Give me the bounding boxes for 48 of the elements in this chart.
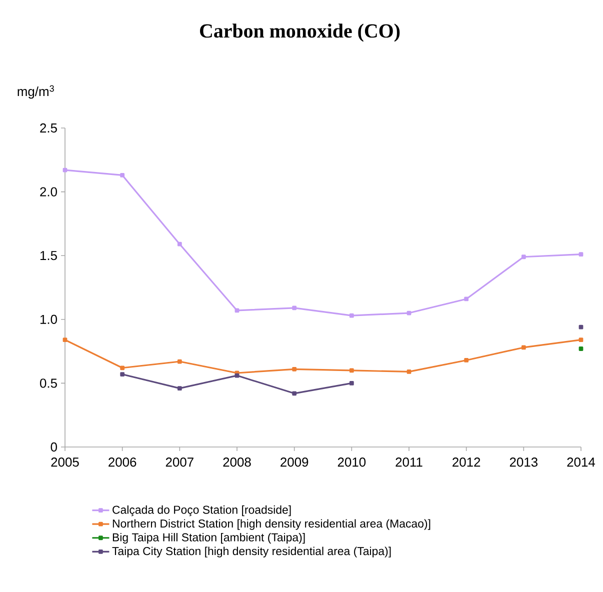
point xyxy=(521,345,526,350)
point xyxy=(464,358,469,362)
point xyxy=(406,370,412,374)
point xyxy=(120,173,125,178)
point xyxy=(292,366,297,372)
point xyxy=(349,313,354,318)
point xyxy=(234,308,240,313)
legend-label: Northern District Station [high density residential area (Macao)] xyxy=(112,519,430,530)
point xyxy=(234,373,240,378)
legend-label: Taipa City Station [high density residential area (Taipa)] xyxy=(112,546,391,558)
point xyxy=(578,252,584,257)
point xyxy=(120,366,125,370)
x-tick-label: 2013 xyxy=(510,458,538,467)
point xyxy=(349,368,354,373)
point xyxy=(578,324,584,330)
x-tick-label: 2011 xyxy=(396,458,422,467)
y-tick-label: 0.5 xyxy=(40,378,57,388)
point xyxy=(464,296,469,302)
y-axis-title: mg/m$^{3}$ xyxy=(18,85,54,99)
chart-title: Carbon monoxide (CO) xyxy=(200,24,400,42)
point xyxy=(578,338,584,342)
x-tick-label: 2009 xyxy=(280,458,308,467)
point xyxy=(177,242,182,246)
point xyxy=(406,310,412,316)
x-tick-label: 2010 xyxy=(338,458,366,467)
point xyxy=(292,306,297,310)
legend-label: Calçada do Poço Station [roadside] xyxy=(112,505,291,516)
legend-label: Big Taipa Hill Station [ambient (Taipa)] xyxy=(112,532,305,544)
point xyxy=(349,381,354,386)
x-tick-label: 2006 xyxy=(108,458,136,467)
point xyxy=(177,386,182,390)
x-tick-label: 2012 xyxy=(452,458,480,467)
point xyxy=(177,359,182,364)
y-tick-label: 0 xyxy=(50,442,57,452)
point xyxy=(120,372,125,376)
point xyxy=(62,338,68,342)
x-tick-label: 2005 xyxy=(51,458,79,467)
y-tick-label: 1.5 xyxy=(40,251,57,260)
x-tick-label: 2007 xyxy=(166,458,194,467)
point xyxy=(521,254,526,260)
point xyxy=(578,346,584,351)
y-tick-label: 1.0 xyxy=(40,314,57,324)
y-tick-label: 2.0 xyxy=(40,187,57,196)
y-tick-label: 2.5 xyxy=(40,123,57,133)
point xyxy=(292,391,297,396)
x-tick-label: 2014 xyxy=(567,458,596,467)
x-tick-label: 2008 xyxy=(223,458,251,467)
point xyxy=(62,168,68,172)
